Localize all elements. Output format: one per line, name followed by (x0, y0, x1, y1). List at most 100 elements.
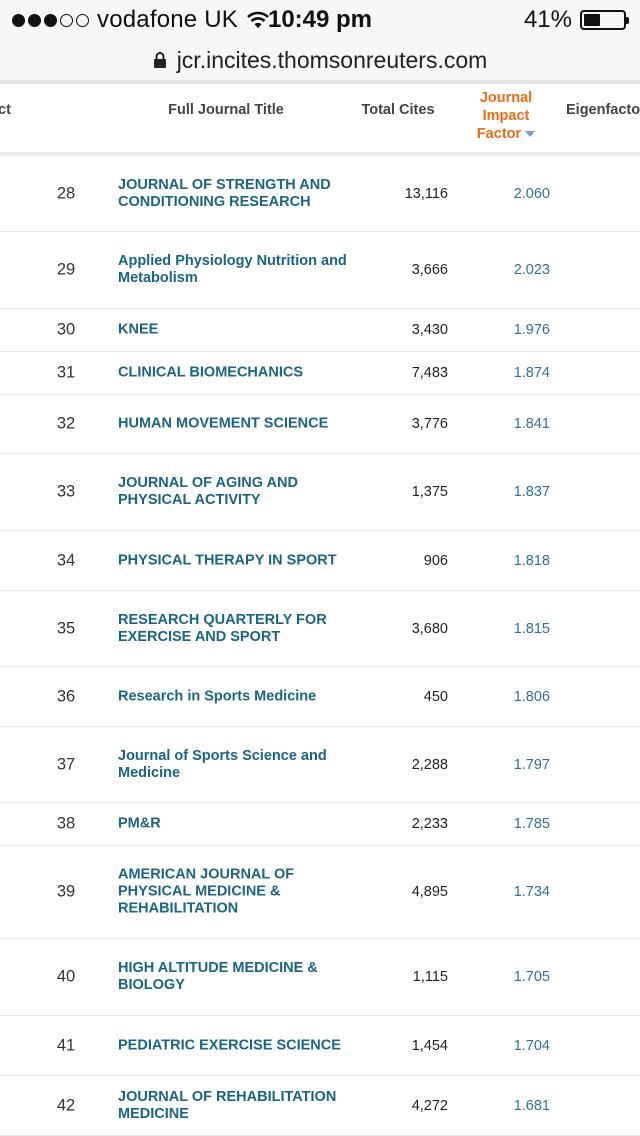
total-cites-cell: 906 (423, 552, 448, 569)
total-cites-cell: 4,272 (411, 1097, 448, 1114)
table-row: 37 Journal of Sports Science and Medicine… (0, 727, 640, 803)
jif-header-line: Impact (482, 108, 530, 124)
status-left: vodafone UK (12, 6, 270, 34)
column-header-impact-factor[interactable]: Journal Impact Factor (464, 89, 548, 143)
impact-factor-cell: 2.023 (513, 262, 550, 278)
jif-header-line: Factor (476, 126, 522, 142)
journal-title-link[interactable]: JOURNAL OF AGING AND PHYSICAL ACTIVITY (118, 475, 298, 508)
table-row: 39 AMERICAN JOURNAL OF PHYSICAL MEDICINE … (0, 846, 640, 939)
rank-cell: 41 (56, 1036, 76, 1054)
rank-cell: 32 (56, 414, 76, 433)
impact-factor-cell: 2.060 (513, 185, 550, 202)
journal-title-link[interactable]: HUMAN MOVEMENT SCIENCE (118, 415, 329, 432)
journal-title-link[interactable]: AMERICAN JOURNAL OF PHYSICAL MEDICINE & … (118, 866, 295, 917)
address-bar[interactable]: jcr.incites.thomsonreuters.com (0, 40, 640, 80)
journal-title-link[interactable]: PHYSICAL THERAPY IN SPORT (118, 552, 337, 568)
rank-cell: 29 (56, 260, 76, 279)
total-cites-cell: 1,375 (411, 484, 448, 500)
impact-factor-cell: 1.734 (513, 884, 550, 900)
journal-title-link[interactable]: Research in Sports Medicine (118, 688, 317, 704)
journal-title-link[interactable]: HIGH ALTITUDE MEDICINE & BIOLOGY (118, 960, 318, 993)
rank-cell: 38 (56, 814, 76, 833)
column-header-eigenfactor[interactable]: Eigenfacto (566, 102, 640, 118)
signal-dot-icon (44, 13, 57, 27)
clock: 10:49 pm (267, 6, 373, 33)
impact-factor-cell: 1.874 (513, 365, 550, 381)
sort-descending-icon[interactable] (525, 131, 536, 138)
rank-cell: 34 (56, 551, 76, 569)
wifi-icon (247, 11, 269, 28)
journal-title-link[interactable]: PEDIATRIC EXERCISE SCIENCE (118, 1037, 341, 1053)
status-bar: vodafone UK 10:49 pm 41% (0, 0, 640, 40)
table-row: 36 Research in Sports Medicine 450 1.806 (0, 667, 640, 727)
journal-title-link[interactable]: JOURNAL OF STRENGTH AND CONDITIONING RES… (118, 176, 331, 210)
carrier-name: vodafone UK (97, 6, 238, 33)
table-row: 31 CLINICAL BIOMECHANICS 7,483 1.874 (0, 352, 640, 395)
impact-factor-cell: 1.681 (513, 1097, 550, 1114)
impact-factor-cell: 1.841 (513, 416, 550, 432)
journal-title-link[interactable]: KNEE (118, 321, 159, 338)
jif-header-line: Journal (479, 90, 533, 106)
rank-cell: 39 (56, 882, 76, 901)
journal-title-link[interactable]: PM&R (118, 815, 161, 832)
total-cites-cell: 3,666 (411, 262, 448, 278)
rank-cell: 36 (56, 687, 76, 705)
table-row: 35 RESEARCH QUARTERLY FOR EXERCISE AND SP… (0, 591, 640, 667)
signal-dot-icon (60, 13, 73, 27)
journal-title-link[interactable]: CLINICAL BIOMECHANICS (118, 364, 304, 381)
journal-title-link[interactable]: Journal of Sports Science and Medicine (118, 747, 327, 781)
table-row: 42 JOURNAL OF REHABILITATION MEDICINE 4,27… (0, 1076, 640, 1136)
table-row: 40 HIGH ALTITUDE MEDICINE & BIOLOGY 1,115 1… (0, 939, 640, 1016)
table-header: ct Full Journal Title Total Cites Journa… (0, 84, 640, 156)
column-header-total-cites[interactable]: Total Cites (361, 102, 435, 118)
impact-factor-cell: 1.976 (513, 322, 550, 338)
status-right: 41% (523, 6, 629, 34)
table-row: 32 HUMAN MOVEMENT SCIENCE 3,776 1.841 (0, 395, 640, 454)
battery-icon (580, 10, 629, 30)
lock-icon (153, 52, 166, 68)
total-cites-cell: 2,233 (411, 816, 448, 832)
total-cites-cell: 2,288 (411, 756, 448, 773)
column-header-clipped[interactable]: ct (0, 102, 11, 118)
rank-cell: 33 (56, 482, 76, 501)
total-cites-cell: 3,680 (411, 620, 448, 637)
impact-factor-cell: 1.815 (513, 620, 550, 637)
total-cites-cell: 450 (423, 688, 448, 705)
table-row: 28 JOURNAL OF STRENGTH AND CONDITIONING R… (0, 156, 640, 232)
impact-factor-cell: 1.785 (513, 816, 550, 832)
table-row: 38 PM&R 2,233 1.785 (0, 803, 640, 846)
signal-strength-icon (12, 13, 89, 27)
rank-cell: 40 (56, 967, 76, 986)
browser-divider (0, 80, 640, 84)
impact-factor-cell: 1.704 (513, 1037, 550, 1054)
impact-factor-cell: 1.818 (513, 552, 550, 569)
rank-cell: 31 (56, 363, 76, 382)
impact-factor-cell: 1.705 (513, 969, 550, 985)
url-text[interactable]: jcr.incites.thomsonreuters.com (176, 46, 488, 73)
rank-cell: 37 (56, 755, 76, 773)
table-row: 34 PHYSICAL THERAPY IN SPORT 906 1.818 (0, 531, 640, 591)
journal-title-link[interactable]: JOURNAL OF REHABILITATION MEDICINE (118, 1088, 337, 1122)
total-cites-cell: 1,454 (411, 1037, 448, 1054)
journal-title-link[interactable]: Applied Physiology Nutrition and Metabol… (118, 253, 347, 286)
signal-dot-icon (76, 13, 89, 27)
rank-cell: 35 (56, 619, 76, 637)
rank-cell: 30 (56, 320, 76, 339)
table-row: 30 KNEE 3,430 1.976 (0, 309, 640, 352)
rank-cell: 42 (56, 1096, 76, 1114)
jif-header-line-sort: Factor (464, 125, 548, 143)
table-row: 33 JOURNAL OF AGING AND PHYSICAL ACTIVITY… (0, 454, 640, 531)
impact-factor-cell: 1.797 (513, 756, 550, 773)
rank-cell: 28 (56, 184, 76, 202)
battery-percentage: 41% (523, 6, 572, 33)
signal-dot-icon (12, 13, 25, 27)
total-cites-cell: 1,115 (412, 969, 448, 985)
total-cites-cell: 3,430 (411, 322, 448, 338)
impact-factor-cell: 1.837 (513, 484, 550, 500)
column-header-title[interactable]: Full Journal Title (168, 102, 284, 118)
journal-table: 28 JOURNAL OF STRENGTH AND CONDITIONING R… (0, 156, 640, 1136)
journal-title-link[interactable]: RESEARCH QUARTERLY FOR EXERCISE AND SPOR… (118, 611, 327, 645)
table-row: 41 PEDIATRIC EXERCISE SCIENCE 1,454 1.704 (0, 1016, 640, 1076)
total-cites-cell: 4,895 (411, 884, 448, 900)
battery-level (584, 14, 600, 26)
